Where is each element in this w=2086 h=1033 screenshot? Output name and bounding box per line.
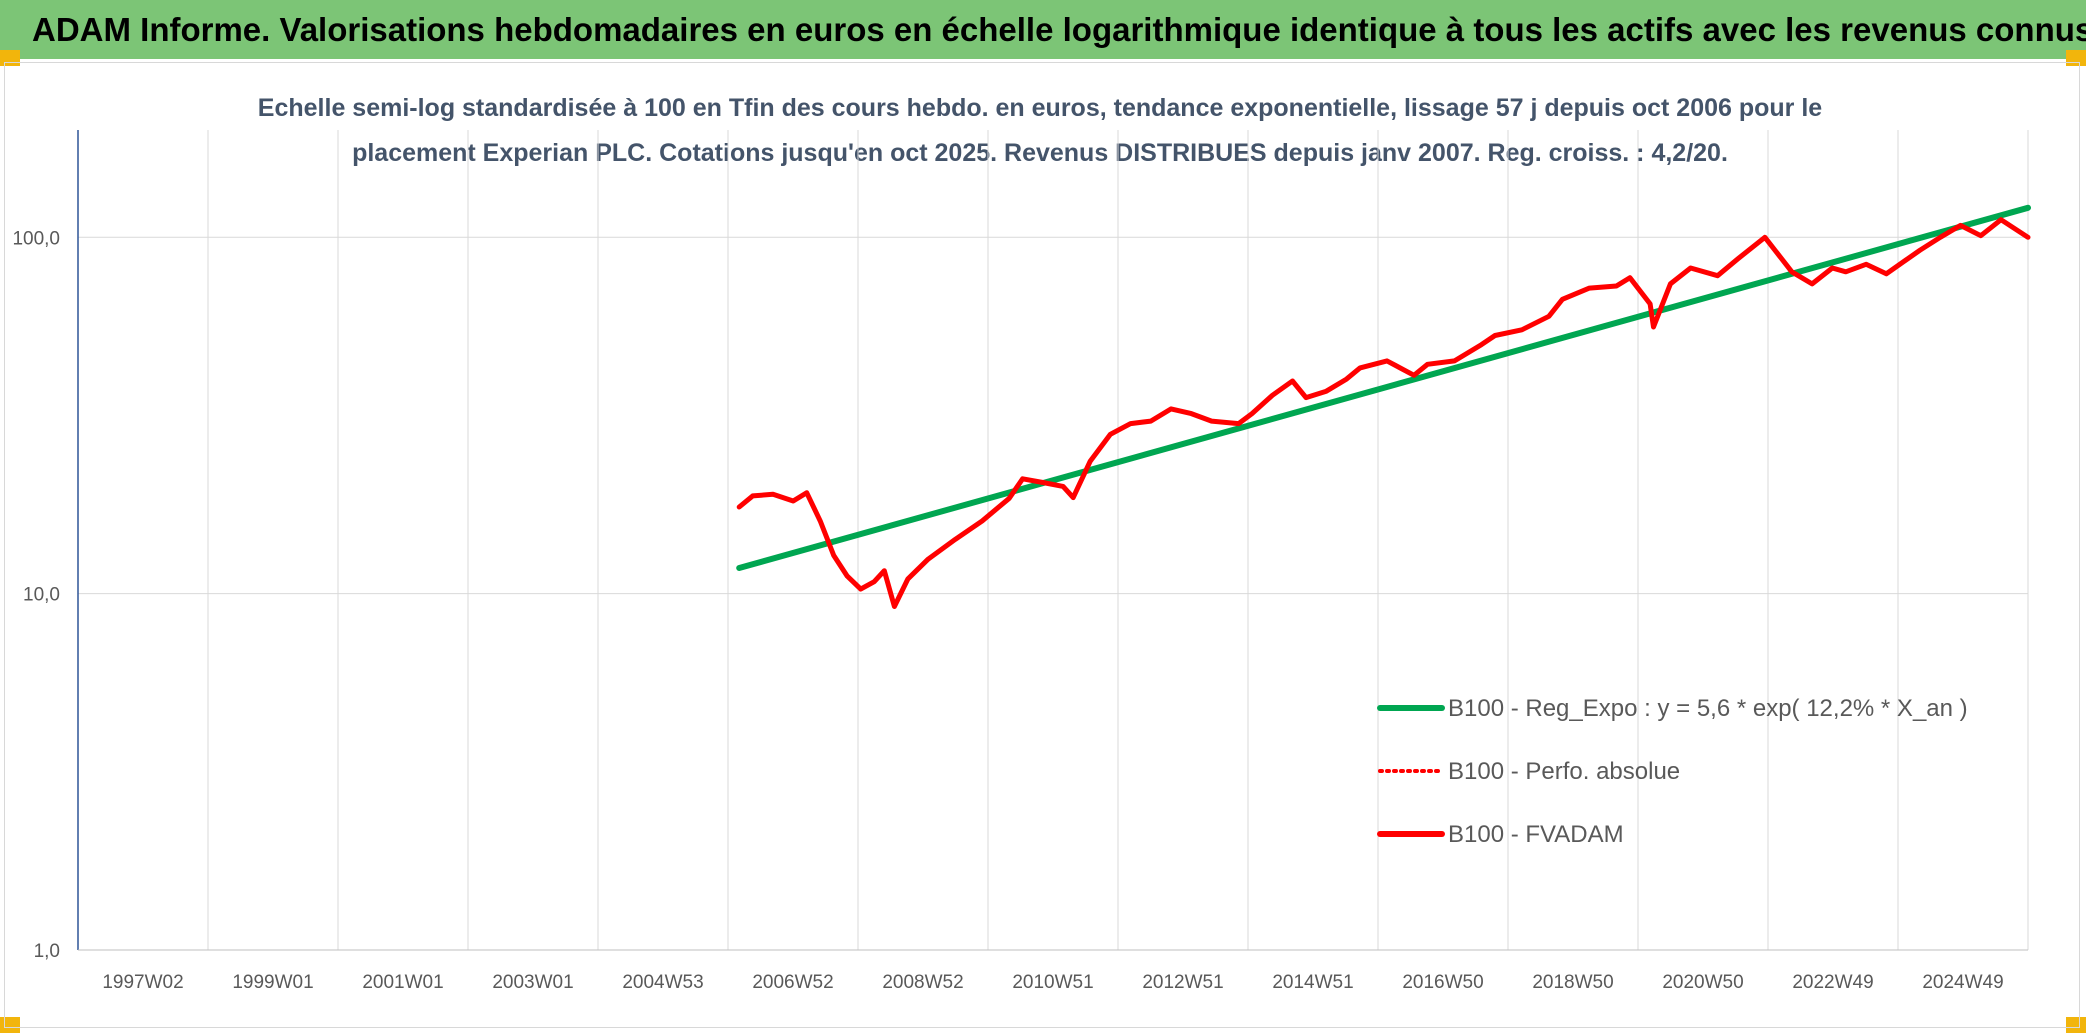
y-tick-label: 10,0 [23, 585, 60, 606]
y-tick-label: 100,0 [12, 228, 60, 249]
x-tick-label: 2001W01 [362, 972, 443, 993]
x-tick-label: 2006W52 [752, 972, 833, 993]
legend-label: B100 - Perfo. absolue [1448, 758, 1680, 785]
x-tick-label: 2003W01 [492, 972, 573, 993]
chart-title-line-2: placement Experian PLC. Cotations jusqu'… [352, 139, 1728, 167]
chart-title-line-1: Echelle semi-log standardisée à 100 en T… [257, 94, 1823, 122]
corner-marker [0, 1017, 20, 1033]
x-tick-label: 2010W51 [1012, 972, 1093, 993]
legend-label: B100 - FVADAM [1448, 821, 1624, 848]
x-tick-label: 2024W49 [1922, 972, 2003, 993]
fvadam-series [736, 217, 2031, 609]
x-tick-label: 1997W02 [102, 972, 183, 993]
y-tick-label: 1,0 [34, 941, 60, 962]
x-tick-label: 2022W49 [1792, 972, 1873, 993]
x-tick-label: 2018W50 [1532, 972, 1613, 993]
x-tick-label: 2014W51 [1272, 972, 1353, 993]
chart-title: Echelle semi-log standardisée à 100 en T… [180, 86, 1900, 176]
x-tick-label: 2004W53 [622, 972, 703, 993]
trend-line-series [736, 204, 2031, 571]
legend-label: B100 - Reg_Expo : y = 5,6 * exp( 12,2% *… [1448, 695, 1968, 722]
x-tick-label: 2020W50 [1662, 972, 1743, 993]
x-tick-label: 2012W51 [1142, 972, 1223, 993]
chart-frame [4, 62, 2080, 1028]
x-tick-label: 1999W01 [232, 972, 313, 993]
x-tick-label: 2016W50 [1402, 972, 1483, 993]
corner-marker [2066, 1017, 2086, 1033]
x-tick-label: 2008W52 [882, 972, 963, 993]
report-banner: ADAM Informe. Valorisations hebdomadaire… [0, 0, 2086, 59]
